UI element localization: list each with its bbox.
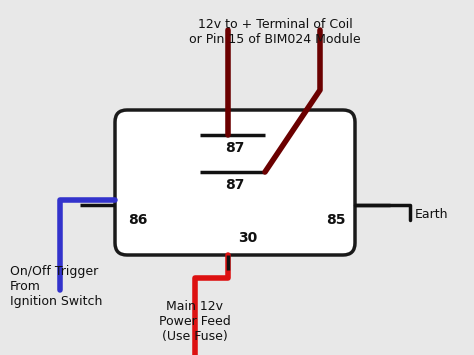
Text: On/Off Trigger
From
Ignition Switch: On/Off Trigger From Ignition Switch: [10, 265, 102, 308]
Text: 12v to + Terminal of Coil
or Pin 15 of BIM024 Module: 12v to + Terminal of Coil or Pin 15 of B…: [189, 18, 361, 46]
Text: 87: 87: [225, 141, 245, 155]
Text: 85: 85: [326, 213, 346, 227]
FancyBboxPatch shape: [115, 110, 355, 255]
Text: Earth: Earth: [415, 208, 448, 222]
Text: 30: 30: [238, 231, 258, 245]
Text: Main 12v
Power Feed
(Use Fuse): Main 12v Power Feed (Use Fuse): [159, 300, 231, 343]
Text: 86: 86: [128, 213, 148, 227]
Text: 87: 87: [225, 178, 245, 192]
